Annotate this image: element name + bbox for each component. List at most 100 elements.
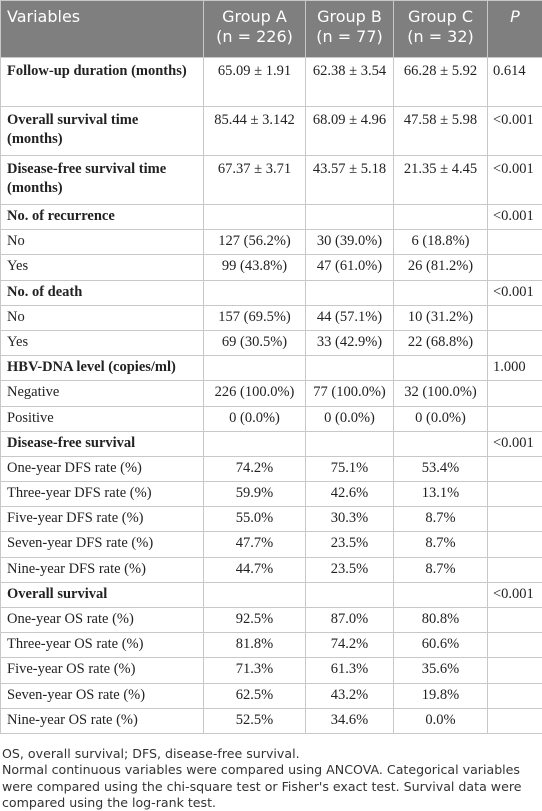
group-value: [305, 203, 394, 231]
group-value: [305, 355, 394, 382]
row-label: No. of death: [0, 279, 204, 306]
p-value: [487, 455, 542, 483]
table-row: Five-year DFS rate (%) 55.0% 30.3% 8.7%: [0, 506, 542, 533]
table-row: Nine-year OS rate (%) 52.5% 34.6% 0.0%: [0, 707, 542, 734]
p-value: 0.614: [487, 57, 542, 107]
results-table: Variables Group A (n = 226) Group B (n = 7…: [0, 0, 542, 734]
row-label: Nine-year OS rate (%): [0, 707, 204, 734]
group-value: 8.7%: [393, 556, 488, 583]
group-value: 35.6%: [393, 657, 488, 684]
group-value: 157 (69.5%): [203, 304, 306, 331]
header-row: Variables Group A (n = 226) Group B (n = 7…: [0, 0, 542, 58]
row-label: Disease-free survival time (months): [0, 155, 204, 205]
p-value: [487, 632, 542, 659]
p-value: <0.001: [487, 203, 542, 231]
group-value: 67.37 ± 3.71: [203, 155, 306, 205]
group-value: 81.8%: [203, 632, 306, 659]
footnotes: OS, overall survival; DFS, disease-free …: [0, 734, 542, 811]
table-row: No. of recurrence <0.001: [0, 203, 542, 231]
group-value: 30 (39.0%): [305, 229, 394, 256]
table-row: Negative 226 (100.0%) 77 (100.0%) 32 (100.0…: [0, 380, 542, 407]
header-cell: P: [487, 0, 542, 58]
group-value: 68.09 ± 4.96: [305, 106, 394, 156]
table-row: Seven-year OS rate (%) 62.5% 43.2% 19.8%: [0, 682, 542, 709]
p-value: [487, 606, 542, 634]
group-value: [203, 581, 306, 609]
group-name: Group A: [222, 7, 287, 26]
p-value: <0.001: [487, 155, 542, 205]
group-value: 0 (0.0%): [203, 405, 306, 432]
row-label: Three-year OS rate (%): [0, 632, 204, 659]
table-row: No. of death <0.001: [0, 279, 542, 306]
table-row: Overall survival <0.001: [0, 581, 542, 609]
p-value: <0.001: [487, 279, 542, 306]
group-value: 33 (42.9%): [305, 329, 394, 357]
group-value: 62.5%: [203, 682, 306, 709]
group-value: 75.1%: [305, 455, 394, 483]
group-value: [393, 430, 488, 457]
group-value: 47 (61.0%): [305, 254, 394, 281]
row-label: Follow-up duration (months): [0, 57, 204, 107]
row-label: HBV-DNA level (copies/ml): [0, 355, 204, 382]
row-label: Nine-year DFS rate (%): [0, 556, 204, 583]
table-row: Disease-free survival time (months) 67.37…: [0, 155, 542, 205]
group-value: 53.4%: [393, 455, 488, 483]
group-value: 59.9%: [203, 481, 306, 508]
group-value: 77 (100.0%): [305, 380, 394, 407]
table-header: Variables Group A (n = 226) Group B (n = 7…: [0, 0, 542, 58]
group-value: 13.1%: [393, 481, 488, 508]
group-value: 52.5%: [203, 707, 306, 734]
p-value: [487, 229, 542, 256]
group-value: [203, 430, 306, 457]
group-value: [393, 581, 488, 609]
group-value: 26 (81.2%): [393, 254, 488, 281]
group-value: [305, 581, 394, 609]
group-value: 87.0%: [305, 606, 394, 634]
table-row: Follow-up duration (months) 65.09 ± 1.91 6…: [0, 57, 542, 107]
group-value: 22 (68.8%): [393, 329, 488, 357]
p-value: <0.001: [487, 106, 542, 156]
header-cell: Group B (n = 77): [305, 0, 394, 58]
group-value: 62.38 ± 3.54: [305, 57, 394, 107]
p-value: [487, 481, 542, 508]
group-value: 43.2%: [305, 682, 394, 709]
p-value: [487, 531, 542, 558]
table-row: Three-year OS rate (%) 81.8% 74.2% 60.6%: [0, 632, 542, 659]
group-value: 69 (30.5%): [203, 329, 306, 357]
group-value: 80.8%: [393, 606, 488, 634]
group-value: 47.58 ± 5.98: [393, 106, 488, 156]
p-value: 1.000: [487, 355, 542, 382]
row-label: Yes: [0, 329, 204, 357]
group-value: 32 (100.0%): [393, 380, 488, 407]
table-row: HBV-DNA level (copies/ml) 1.000: [0, 355, 542, 382]
group-value: [305, 279, 394, 306]
header-cell: Group C (n = 32): [393, 0, 488, 58]
table-row: Nine-year DFS rate (%) 44.7% 23.5% 8.7%: [0, 556, 542, 583]
group-value: 85.44 ± 3.142: [203, 106, 306, 156]
group-value: [393, 279, 488, 306]
group-value: [203, 355, 306, 382]
table-row: Yes 99 (43.8%) 47 (61.0%) 26 (81.2%): [0, 254, 542, 281]
group-value: 55.0%: [203, 506, 306, 533]
p-value: <0.001: [487, 581, 542, 609]
p-value: [487, 506, 542, 533]
table-row: Positive 0 (0.0%) 0 (0.0%) 0 (0.0%): [0, 405, 542, 432]
group-value: 99 (43.8%): [203, 254, 306, 281]
group-value: 8.7%: [393, 531, 488, 558]
group-name: Group B: [317, 7, 382, 26]
group-value: 44.7%: [203, 556, 306, 583]
group-value: 74.2%: [305, 632, 394, 659]
group-value: 226 (100.0%): [203, 380, 306, 407]
group-n: (n = 32): [407, 27, 474, 46]
group-value: 21.35 ± 4.45: [393, 155, 488, 205]
group-value: 60.6%: [393, 632, 488, 659]
row-label: Positive: [0, 405, 204, 432]
table-row: Yes 69 (30.5%) 33 (42.9%) 22 (68.8%): [0, 329, 542, 357]
p-value: [487, 254, 542, 281]
table-row: One-year DFS rate (%) 74.2% 75.1% 53.4%: [0, 455, 542, 483]
group-value: 127 (56.2%): [203, 229, 306, 256]
group-value: 19.8%: [393, 682, 488, 709]
group-value: 44 (57.1%): [305, 304, 394, 331]
p-value: [487, 329, 542, 357]
